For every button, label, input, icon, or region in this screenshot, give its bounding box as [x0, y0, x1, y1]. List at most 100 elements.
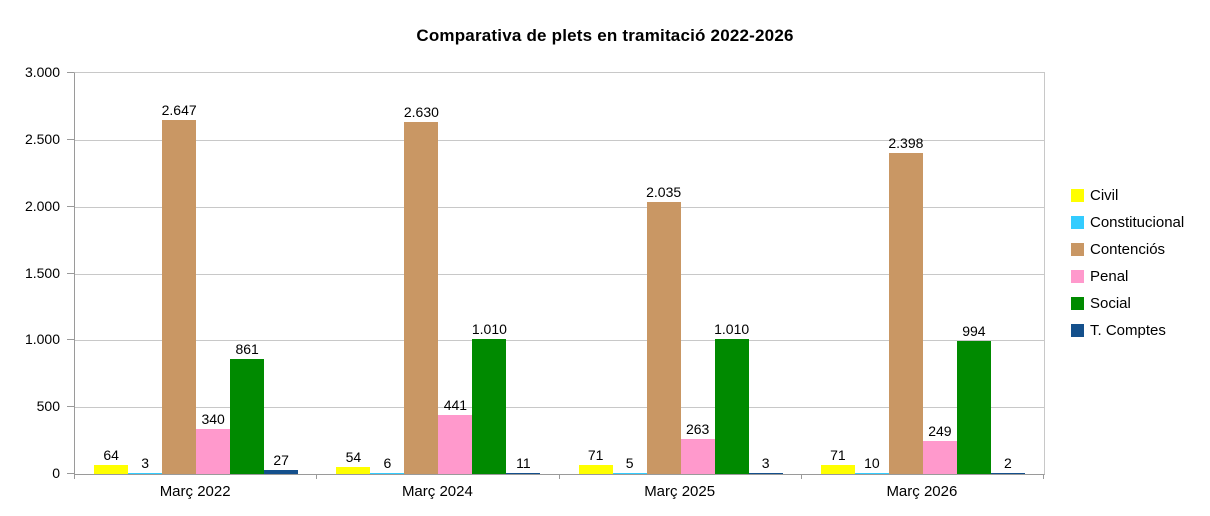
legend-label: Civil: [1090, 187, 1119, 204]
bar-value-label: 71: [830, 447, 846, 463]
gridline: [75, 139, 1044, 141]
legend-swatch-constitucional: [1071, 216, 1084, 229]
bar-social-marc-2026: 994: [956, 323, 991, 474]
gridline: [75, 407, 1044, 409]
x-axis-category-label: Març 2026: [886, 483, 958, 500]
bar-value-label: 10: [864, 455, 880, 471]
bar-contencios-marc-2026: 2.398: [888, 135, 923, 474]
y-axis-tick: [67, 205, 74, 207]
bar-value-label: 441: [443, 397, 468, 413]
y-axis-tick: [67, 339, 74, 341]
bar-value-label: 2.647: [161, 102, 197, 118]
bar-group-marc-2022: 64 3 2.647 340 861 27: [75, 73, 317, 474]
bar-value-label: 27: [273, 452, 289, 468]
legend-swatch-social: [1071, 297, 1084, 310]
legend-item-contencios: Contenciós: [1071, 241, 1184, 258]
bar-t-comptes-marc-2026: 2: [990, 455, 1025, 474]
bar-value-label: 861: [235, 341, 259, 357]
bar-group-marc-2026: 71 10 2.398 249 994 2: [802, 73, 1044, 474]
bar-civil-marc-2026: 71: [820, 447, 855, 474]
y-axis-tick-label: 2.000: [24, 197, 60, 214]
y-axis-tick-label: 3.000: [24, 64, 60, 80]
plot-area: 64 3 2.647 340 861 27 54 6 2.630 441 1.010 11 71 5 2.0…: [74, 72, 1045, 475]
y-axis-tick-label: 500: [36, 398, 60, 415]
y-axis-tick: [67, 272, 74, 274]
bar-row: 64 3 2.647 340 861 27: [75, 102, 317, 474]
bar-value-label: 64: [103, 447, 119, 463]
bar-group-marc-2024: 54 6 2.630 441 1.010 11: [317, 73, 559, 474]
legend-label: T. Comptes: [1090, 322, 1166, 339]
bar-constitucional-marc-2026: 10: [854, 455, 889, 474]
bar-constitucional-marc-2024: 6: [370, 455, 405, 474]
x-axis-tick: [800, 474, 802, 479]
bar-civil-marc-2024: 54: [336, 449, 371, 474]
bar-civil-marc-2022: 64: [94, 447, 129, 474]
x-axis-category-label: Març 2024: [401, 483, 473, 500]
gridline: [75, 206, 1044, 208]
chart-title: Comparativa de plets en tramitació 2022-…: [416, 26, 794, 45]
bar-value-label: 54: [345, 449, 362, 465]
bar-value-label: 2.398: [888, 135, 924, 151]
legend-item-t-comptes: T. Comptes: [1071, 322, 1184, 339]
bar-row: 54 6 2.630 441 1.010 11: [317, 104, 559, 474]
gridline: [75, 340, 1044, 342]
legend-label: Contenciós: [1090, 241, 1166, 258]
bar-value-label: 3: [141, 455, 150, 471]
y-axis-tick: [67, 138, 74, 140]
bar-contencios-marc-2024: 2.630: [404, 104, 439, 474]
legend-swatch-t-comptes: [1071, 324, 1084, 337]
bar-contencios-marc-2022: 2.647: [162, 102, 197, 474]
bar-t-comptes-marc-2022: 27: [264, 452, 299, 474]
legend-swatch-contencios: [1071, 243, 1084, 256]
x-axis-category-label: Març 2022: [159, 483, 231, 500]
bar-value-label: 2: [1003, 455, 1012, 471]
bar-t-comptes-marc-2025: 3: [748, 455, 783, 474]
y-axis-tick: [67, 72, 74, 73]
bar-value-label: 5: [625, 455, 634, 471]
y-axis-tick-label: 1.000: [24, 331, 60, 348]
legend-item-penal: Penal: [1071, 268, 1184, 285]
bar-value-label: 994: [962, 323, 986, 339]
legend-swatch-civil: [1071, 189, 1084, 202]
bar-value-label: 249: [928, 423, 952, 439]
legend-item-civil: Civil: [1071, 187, 1184, 204]
bar-contencios-marc-2025: 2.035: [646, 184, 681, 474]
bar-social-marc-2022: 861: [230, 341, 265, 474]
legend-swatch-penal: [1071, 270, 1084, 283]
bar-value-label: 1.010: [471, 321, 507, 337]
bar-value-label: 263: [685, 421, 710, 437]
x-axis-category-label: Març 2025: [644, 483, 716, 500]
legend: Civil Constitucional Contenciós Penal Social…: [1071, 187, 1184, 339]
bar-social-marc-2024: 1.010: [472, 321, 507, 474]
x-axis-tick: [74, 474, 75, 479]
bar-value-label: 1.010: [714, 321, 750, 337]
y-axis-tick: [67, 406, 74, 408]
legend-item-constitucional: Constitucional: [1071, 214, 1184, 231]
legend-label: Penal: [1090, 268, 1129, 285]
bar-value-label: 340: [201, 411, 225, 427]
bar-value-label: 2.035: [646, 184, 682, 200]
bar-social-marc-2025: 1.010: [714, 321, 749, 474]
bar-row: 71 5 2.035 263 1.010 3: [560, 184, 802, 474]
y-axis-tick-label: 1.500: [24, 264, 60, 281]
bar-penal-marc-2025: 263: [680, 421, 715, 474]
bar-penal-marc-2022: 340: [196, 411, 231, 474]
bar-civil-marc-2025: 71: [578, 447, 613, 474]
bar-penal-marc-2024: 441: [438, 397, 473, 474]
bar-value-label: 11: [516, 455, 531, 471]
bar-constitucional-marc-2022: 3: [128, 455, 163, 474]
bar-row: 71 10 2.398 249 994 2: [802, 135, 1044, 474]
gridline: [75, 273, 1044, 275]
legend-label: Constitucional: [1090, 214, 1185, 231]
bar-value-label: 2.630: [403, 104, 439, 120]
bar-constitucional-marc-2025: 5: [612, 455, 647, 474]
bar-penal-marc-2026: 249: [922, 423, 957, 474]
x-axis-tick: [316, 474, 318, 479]
bar-value-label: 6: [383, 455, 392, 471]
x-axis-tick: [1043, 474, 1044, 479]
y-axis-tick: [67, 473, 74, 474]
legend-item-social: Social: [1071, 295, 1184, 312]
y-axis-tick-label: 2.500: [24, 130, 60, 147]
bar-value-label: 71: [587, 447, 604, 463]
